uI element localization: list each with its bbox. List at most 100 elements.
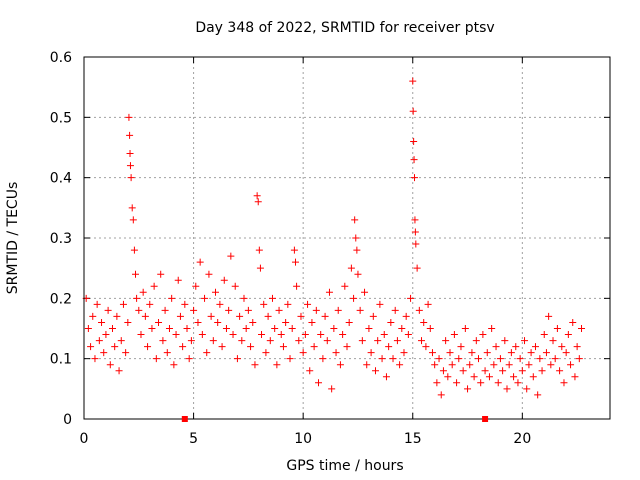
data-point [87, 343, 95, 351]
data-point [481, 367, 489, 375]
data-point [279, 343, 287, 351]
data-point [540, 331, 548, 339]
data-point [273, 361, 281, 369]
data-point [152, 355, 160, 363]
data-point [254, 198, 262, 206]
data-point [312, 306, 320, 314]
data-point [179, 343, 187, 351]
data-point [350, 294, 358, 302]
data-point [104, 306, 112, 314]
data-point [560, 379, 568, 387]
data-point [424, 300, 432, 308]
data-point [512, 343, 520, 351]
data-point [503, 385, 511, 393]
data-point [567, 361, 575, 369]
data-point [165, 325, 173, 332]
data-point [168, 294, 176, 302]
data-point [141, 312, 149, 320]
axis-marker [181, 416, 188, 422]
data-point [448, 361, 456, 369]
data-point [122, 349, 130, 357]
data-point [457, 343, 465, 351]
data-point [387, 318, 395, 326]
data-point [571, 373, 579, 381]
data-point [444, 373, 452, 381]
data-point [113, 312, 121, 320]
data-point [238, 337, 246, 345]
data-point [242, 325, 250, 332]
data-point [411, 228, 419, 236]
data-point [492, 343, 500, 351]
data-point [356, 306, 364, 314]
data-point [453, 379, 461, 387]
x-tick-label: 5 [189, 431, 198, 447]
data-point [352, 234, 360, 242]
y-tick-label: 0.1 [50, 352, 72, 368]
data-point [564, 331, 572, 339]
data-point [115, 367, 123, 375]
data-point [382, 373, 390, 381]
data-point [291, 258, 299, 266]
data-point [339, 331, 347, 339]
x-tick-label: 0 [80, 431, 89, 447]
y-axis-label: SRMTID / TECUs [5, 182, 21, 295]
data-point [385, 343, 393, 351]
data-point [150, 282, 158, 290]
data-point [562, 349, 570, 357]
data-point [91, 355, 99, 363]
data-point [536, 355, 544, 363]
data-point [410, 137, 418, 145]
data-point [450, 331, 458, 339]
data-point [488, 325, 496, 332]
data-point [262, 349, 270, 357]
data-point [100, 349, 108, 357]
data-point [216, 300, 224, 308]
data-point [209, 337, 217, 345]
data-point [336, 361, 344, 369]
data-point [293, 282, 301, 290]
data-point [411, 216, 419, 224]
data-points [82, 77, 586, 399]
data-point [376, 300, 384, 308]
data-point [420, 318, 428, 326]
data-point [130, 246, 138, 254]
data-point [542, 349, 550, 357]
data-point [260, 300, 268, 308]
data-point [268, 294, 276, 302]
data-point [389, 355, 397, 363]
data-point [431, 361, 439, 369]
data-point [119, 300, 127, 308]
data-point [351, 216, 359, 224]
y-tick-label: 0.6 [50, 50, 72, 66]
data-point [253, 192, 261, 200]
data-point [507, 349, 515, 357]
data-point [181, 300, 189, 308]
data-point [407, 294, 415, 302]
data-point [404, 331, 412, 339]
data-point [255, 246, 263, 254]
data-point [108, 325, 116, 332]
data-point [409, 107, 417, 115]
data-point [527, 349, 535, 357]
data-point [128, 204, 136, 212]
data-point [233, 355, 241, 363]
data-point [534, 391, 542, 399]
data-point [132, 270, 140, 278]
data-point [176, 312, 184, 320]
data-point [446, 349, 454, 357]
data-point [538, 367, 546, 375]
data-point [127, 174, 135, 182]
data-point [89, 312, 97, 320]
data-point [297, 312, 305, 320]
data-point [374, 337, 382, 345]
data-point [415, 306, 423, 314]
data-point [155, 318, 163, 326]
data-point [111, 343, 119, 351]
data-point [308, 318, 316, 326]
data-point [251, 361, 259, 369]
plot-frame [83, 56, 611, 420]
data-point [106, 361, 114, 369]
data-point [93, 300, 101, 308]
axis-marker [482, 416, 489, 422]
